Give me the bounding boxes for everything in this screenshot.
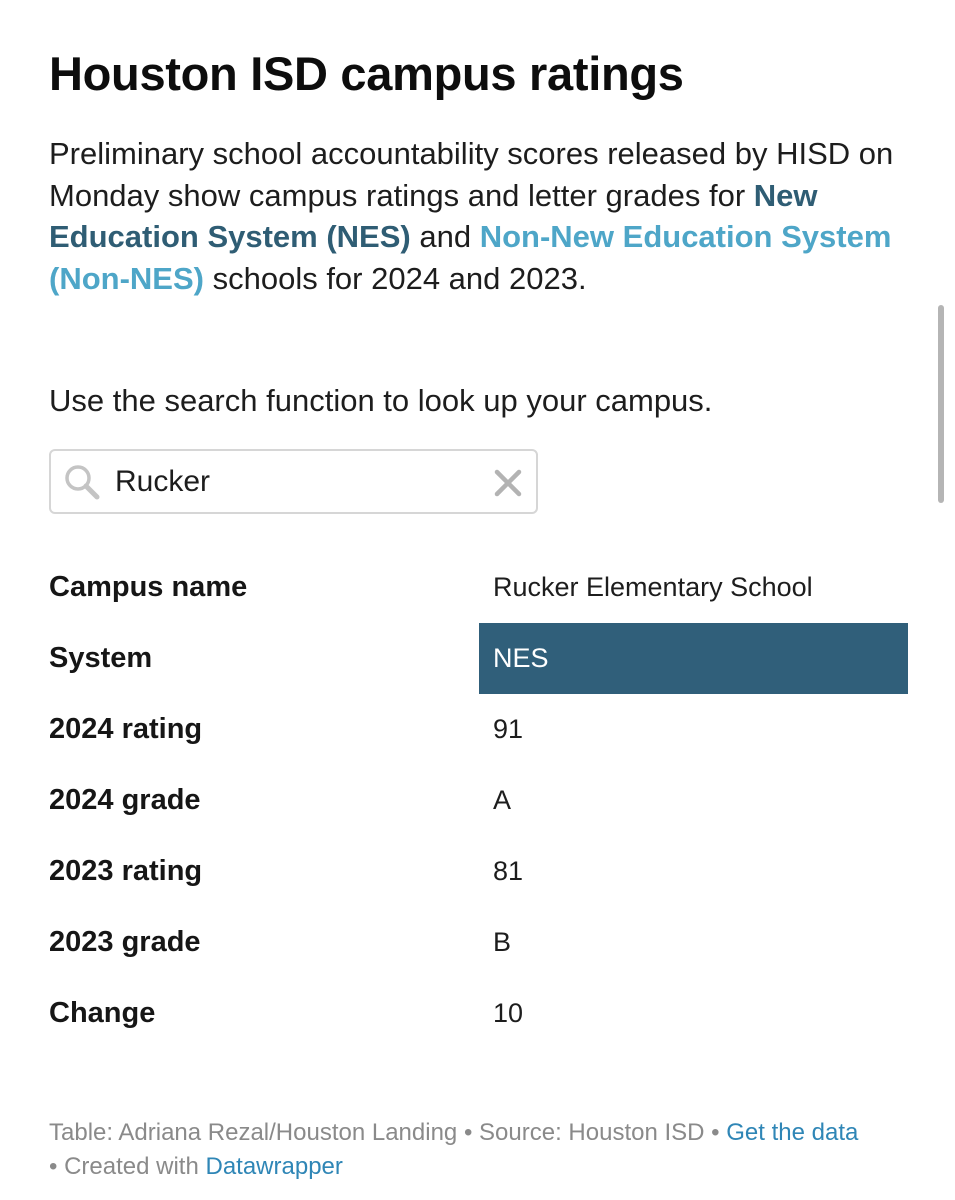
source-credit: Source: Houston ISD <box>479 1119 705 1146</box>
row-label: Change <box>49 997 156 1029</box>
row-label: Campus name <box>49 571 248 603</box>
search-box[interactable] <box>49 449 538 514</box>
intro-part-1: Preliminary school accountability scores… <box>49 136 894 213</box>
row-label: 2024 grade <box>49 784 201 816</box>
separator: • <box>704 1119 727 1146</box>
row-value: Rucker Elementary School <box>493 572 813 602</box>
intro-part-2: and <box>410 219 480 254</box>
row-label: 2023 grade <box>49 926 201 958</box>
row-value: A <box>493 785 512 815</box>
row-value: 81 <box>493 856 524 886</box>
separator: • <box>49 1153 65 1180</box>
footer-credits: Table: Adriana Rezal/Houston Landing • S… <box>49 1116 919 1184</box>
intro-text: Preliminary school accountability scores… <box>49 133 919 299</box>
datawrapper-link[interactable]: Datawrapper <box>205 1153 343 1180</box>
scrollbar[interactable] <box>938 305 944 503</box>
table-row: 2024 rating 91 <box>49 694 909 765</box>
table-row: 2023 grade B <box>49 907 909 978</box>
separator: • <box>457 1119 480 1146</box>
row-value: 10 <box>493 998 524 1028</box>
get-data-link[interactable]: Get the data <box>726 1119 859 1146</box>
page-title: Houston ISD campus ratings <box>49 47 684 100</box>
table-row: 2024 grade A <box>49 765 909 836</box>
search-icon <box>65 465 100 500</box>
table-row: Change 10 <box>49 978 909 1049</box>
row-label: 2024 rating <box>49 713 203 745</box>
created-with-text: Created with <box>64 1153 206 1180</box>
row-value: B <box>493 927 512 957</box>
non-nes-link[interactable]: Non-New Education System (Non-NES) <box>49 219 892 296</box>
system-value-badge: NES <box>479 623 908 694</box>
table-row: Campus name Rucker Elementary School <box>49 552 909 623</box>
table-row: System NES <box>49 623 909 694</box>
close-icon[interactable] <box>491 466 525 500</box>
nes-link[interactable]: New Education System (NES) <box>49 177 818 255</box>
search-input[interactable] <box>115 459 475 505</box>
search-instructions: Use the search function to look up your … <box>49 383 713 418</box>
intro-part-3: schools for 2024 and 2023. <box>203 260 587 296</box>
table-credit: Table: Adriana Rezal/Houston Landing <box>49 1119 458 1146</box>
row-value: 91 <box>493 714 524 744</box>
results-table: Campus name Rucker Elementary School Sys… <box>49 552 909 1049</box>
row-label: System <box>49 642 153 674</box>
row-label: 2023 rating <box>49 855 203 887</box>
table-row: 2023 rating 81 <box>49 836 909 907</box>
